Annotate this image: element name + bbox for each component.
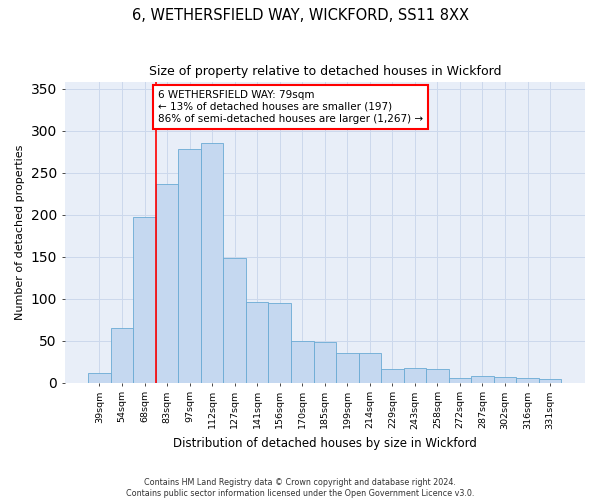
Bar bbox=[539, 379, 562, 382]
Y-axis label: Number of detached properties: Number of detached properties bbox=[15, 144, 25, 320]
Bar bbox=[381, 369, 404, 382]
Bar bbox=[111, 328, 133, 382]
Bar bbox=[246, 302, 268, 382]
Bar bbox=[156, 184, 178, 382]
Bar bbox=[404, 368, 426, 382]
Bar bbox=[426, 369, 449, 382]
Bar bbox=[449, 378, 471, 382]
Bar bbox=[494, 378, 516, 382]
Text: 6, WETHERSFIELD WAY, WICKFORD, SS11 8XX: 6, WETHERSFIELD WAY, WICKFORD, SS11 8XX bbox=[131, 8, 469, 22]
Bar bbox=[336, 353, 359, 382]
Bar bbox=[88, 374, 111, 382]
Bar bbox=[268, 303, 291, 382]
Bar bbox=[201, 143, 223, 382]
X-axis label: Distribution of detached houses by size in Wickford: Distribution of detached houses by size … bbox=[173, 437, 477, 450]
Bar bbox=[516, 378, 539, 382]
Bar bbox=[314, 342, 336, 382]
Bar bbox=[291, 342, 314, 382]
Title: Size of property relative to detached houses in Wickford: Size of property relative to detached ho… bbox=[149, 65, 501, 78]
Text: 6 WETHERSFIELD WAY: 79sqm
← 13% of detached houses are smaller (197)
86% of semi: 6 WETHERSFIELD WAY: 79sqm ← 13% of detac… bbox=[158, 90, 423, 124]
Bar bbox=[178, 149, 201, 382]
Bar bbox=[359, 353, 381, 382]
Bar bbox=[471, 376, 494, 382]
Bar bbox=[223, 258, 246, 382]
Bar bbox=[133, 217, 156, 382]
Text: Contains HM Land Registry data © Crown copyright and database right 2024.
Contai: Contains HM Land Registry data © Crown c… bbox=[126, 478, 474, 498]
